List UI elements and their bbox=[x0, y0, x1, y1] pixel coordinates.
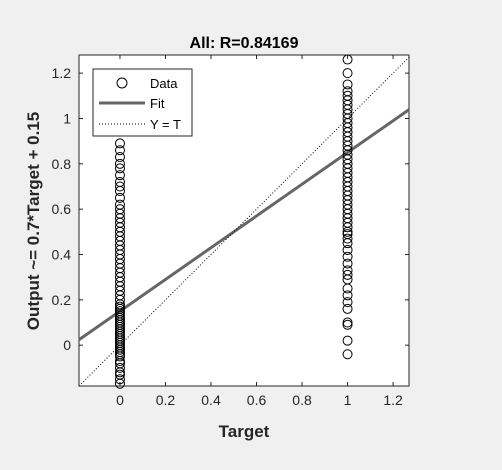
data-point bbox=[342, 290, 353, 301]
data-point bbox=[342, 265, 353, 276]
x-tick-label: 0.8 bbox=[292, 392, 312, 408]
data-point bbox=[342, 233, 353, 244]
x-tick-label: 0.6 bbox=[247, 392, 267, 408]
data-point bbox=[114, 301, 125, 312]
data-point bbox=[114, 176, 125, 187]
data-point bbox=[114, 158, 125, 169]
data-point bbox=[342, 244, 353, 255]
data-point bbox=[114, 362, 125, 373]
axis-ticks: 0 0.2 0.4 0.6 0.8 1 1.2 0 0.2 0.4 0.6 0.8 1 1.2 bbox=[52, 55, 409, 408]
plot-lines bbox=[78, 56, 410, 387]
x-axis-label: Target bbox=[219, 422, 270, 441]
data-point bbox=[342, 79, 353, 90]
legend-marker-circle bbox=[116, 77, 128, 89]
y-tick-label: 0.8 bbox=[52, 156, 72, 172]
y-tick-label: 0.4 bbox=[52, 247, 72, 263]
y-tick-label: 0.6 bbox=[52, 201, 72, 217]
x-tick-label: 0.2 bbox=[156, 392, 176, 408]
legend: Data Fit Y = T bbox=[92, 68, 193, 137]
data-point bbox=[342, 297, 353, 308]
data-markers bbox=[114, 54, 353, 389]
data-point bbox=[342, 269, 353, 280]
y-tick-label: 1.2 bbox=[52, 65, 72, 81]
legend-label-data: Data bbox=[150, 76, 178, 91]
x-tick-label: 1 bbox=[344, 392, 352, 408]
y-tick-label: 0 bbox=[63, 337, 71, 353]
data-point bbox=[342, 319, 353, 330]
data-point bbox=[114, 369, 125, 380]
x-tick-label: 1.2 bbox=[383, 392, 403, 408]
data-point bbox=[114, 204, 125, 215]
data-point bbox=[114, 374, 125, 385]
data-point bbox=[342, 54, 353, 65]
data-point bbox=[114, 145, 125, 156]
data-point bbox=[114, 163, 125, 174]
data-point bbox=[342, 258, 353, 269]
data-point bbox=[342, 90, 353, 101]
legend-label-fit: Fit bbox=[150, 96, 165, 111]
data-point bbox=[114, 306, 125, 317]
x-tick-label: 0.4 bbox=[201, 392, 221, 408]
y-tick-label: 1 bbox=[63, 110, 71, 126]
data-point bbox=[342, 317, 353, 328]
chart-title: All: R=0.84169 bbox=[190, 35, 299, 52]
data-point bbox=[342, 335, 353, 346]
data-point bbox=[342, 68, 353, 79]
fit-line bbox=[78, 108, 410, 341]
data-point bbox=[114, 152, 125, 163]
data-point bbox=[342, 251, 353, 262]
data-point bbox=[114, 138, 125, 149]
data-point bbox=[342, 303, 353, 314]
data-point bbox=[342, 86, 353, 97]
x-tick-label: 0 bbox=[116, 392, 124, 408]
data-point bbox=[114, 181, 125, 192]
data-point bbox=[114, 192, 125, 203]
y-tick-label: 0.2 bbox=[52, 292, 72, 308]
data-point bbox=[342, 349, 353, 360]
data-point bbox=[342, 229, 353, 240]
data-point bbox=[114, 170, 125, 181]
legend-label-identity: Y = T bbox=[150, 117, 181, 132]
y-axis-label: Output ~= 0.7*Target + 0.15 bbox=[24, 112, 43, 330]
data-point bbox=[114, 199, 125, 210]
